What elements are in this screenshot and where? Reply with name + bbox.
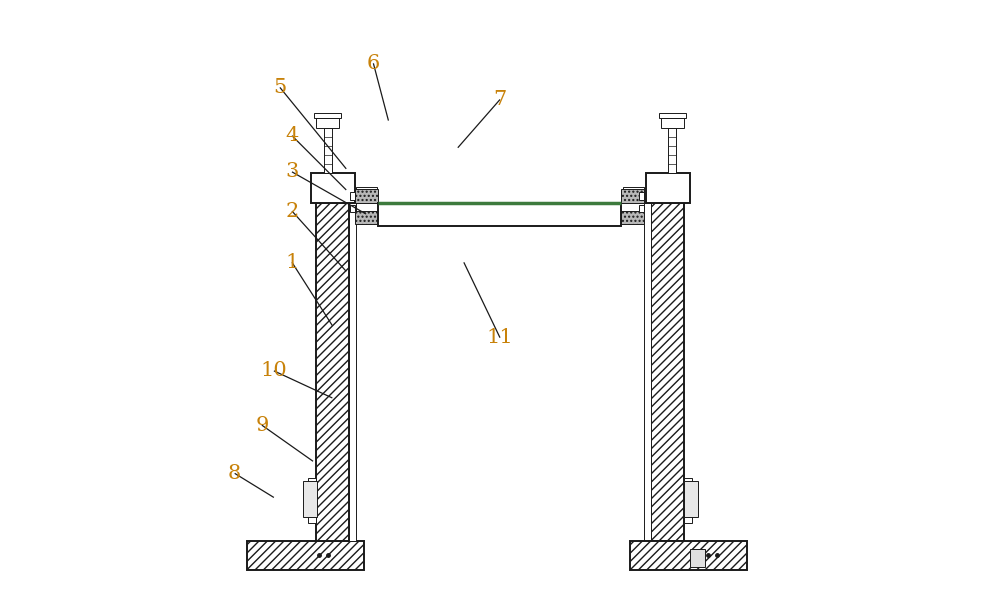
Bar: [356, 186, 377, 200]
Bar: [623, 186, 644, 200]
Text: 9: 9: [255, 415, 269, 435]
Text: 6: 6: [367, 54, 380, 73]
Bar: [684, 478, 692, 523]
Bar: [314, 113, 341, 118]
Bar: [659, 113, 686, 118]
Bar: [355, 211, 378, 224]
Bar: [247, 541, 364, 570]
Text: 10: 10: [260, 361, 287, 380]
Text: 2: 2: [285, 201, 299, 221]
Text: 1: 1: [285, 253, 299, 272]
Bar: [690, 549, 705, 567]
Bar: [308, 478, 316, 523]
Text: 5: 5: [273, 78, 287, 97]
Text: 11: 11: [487, 328, 513, 347]
Bar: [684, 481, 698, 517]
Bar: [646, 173, 690, 203]
Bar: [350, 205, 355, 212]
Bar: [349, 203, 356, 541]
Bar: [639, 192, 644, 200]
Bar: [644, 203, 651, 541]
Bar: [621, 211, 644, 224]
Bar: [630, 541, 747, 570]
Bar: [378, 203, 621, 226]
Bar: [303, 481, 317, 517]
Bar: [661, 118, 684, 128]
Bar: [639, 205, 644, 212]
Bar: [324, 128, 332, 173]
Bar: [621, 189, 644, 203]
Bar: [316, 118, 339, 128]
Text: 7: 7: [493, 90, 507, 109]
Bar: [350, 192, 355, 200]
Bar: [668, 128, 676, 173]
Text: 3: 3: [285, 162, 299, 182]
Bar: [316, 203, 349, 541]
Text: 8: 8: [228, 464, 241, 483]
Text: 4: 4: [285, 126, 299, 145]
Bar: [355, 189, 378, 203]
Bar: [311, 173, 355, 203]
Bar: [651, 203, 684, 541]
